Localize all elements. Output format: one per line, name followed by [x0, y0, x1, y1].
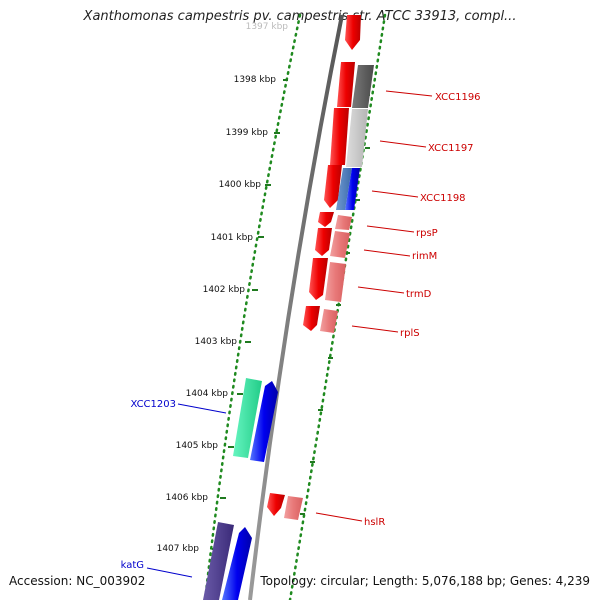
genome-axis-line [248, 14, 344, 600]
gene-feature[interactable] [336, 168, 352, 210]
tick-label: 1398 kbp [234, 75, 277, 85]
gene-feature[interactable] [233, 378, 262, 458]
tick-label: 1404 kbp [186, 389, 229, 399]
gene-feature[interactable] [315, 228, 332, 256]
tick-label: 1402 kbp [203, 285, 246, 295]
gene-feature[interactable] [346, 109, 368, 167]
tick-track-right [288, 13, 387, 600]
gene-label[interactable]: hslR [364, 517, 385, 528]
gene-label[interactable]: XCC1198 [420, 193, 466, 204]
gene-feature[interactable] [325, 262, 346, 302]
gene-feature[interactable] [324, 165, 342, 208]
tick-marks [212, 79, 370, 550]
gene-feature[interactable] [352, 65, 374, 108]
tick-track-left [203, 13, 302, 600]
genes-forward [267, 15, 374, 520]
tick-label: 1401 kbp [211, 233, 254, 243]
tick-label: 1400 kbp [219, 180, 262, 190]
gene-feature[interactable] [320, 309, 338, 333]
gene-feature[interactable] [309, 258, 328, 300]
gene-feature[interactable] [345, 168, 360, 210]
gene-label[interactable]: katG [121, 560, 144, 571]
gene-label[interactable]: rplS [400, 328, 420, 339]
gene-feature[interactable] [250, 381, 278, 462]
gene-feature[interactable] [345, 15, 361, 50]
gene-feature[interactable] [335, 215, 352, 230]
gene-feature[interactable] [337, 62, 355, 107]
gene-label[interactable]: trmD [406, 289, 432, 300]
accession-text: Accession: NC_003902 [9, 574, 146, 588]
genes-reverse [203, 378, 278, 600]
gene-label[interactable]: XCC1203 [130, 399, 176, 410]
tick-label: 1399 kbp [226, 128, 269, 138]
gene-label[interactable]: XCC1196 [435, 92, 481, 103]
tick-label: 1406 kbp [166, 493, 209, 503]
gene-feature[interactable] [318, 212, 334, 227]
tick-label: 1403 kbp [195, 337, 238, 347]
tick-label: 1407 kbp [157, 544, 200, 554]
gene-feature[interactable] [330, 108, 349, 165]
gene-feature[interactable] [267, 493, 285, 516]
gene-label[interactable]: rimM [412, 251, 437, 262]
gene-feature[interactable] [330, 231, 350, 258]
topology-text: Topology: circular; Length: 5,076,188 bp… [260, 574, 590, 588]
tick-label: 1405 kbp [176, 441, 219, 451]
gene-label[interactable]: rpsP [416, 228, 438, 239]
label-leader-lines [146, 90, 433, 578]
tick-label: 1397 kbp [246, 22, 289, 32]
gene-label[interactable]: XCC1197 [428, 143, 474, 154]
gene-feature[interactable] [222, 527, 252, 600]
gene-feature[interactable] [284, 496, 303, 520]
gene-feature[interactable] [203, 522, 234, 600]
gene-feature[interactable] [303, 306, 320, 331]
